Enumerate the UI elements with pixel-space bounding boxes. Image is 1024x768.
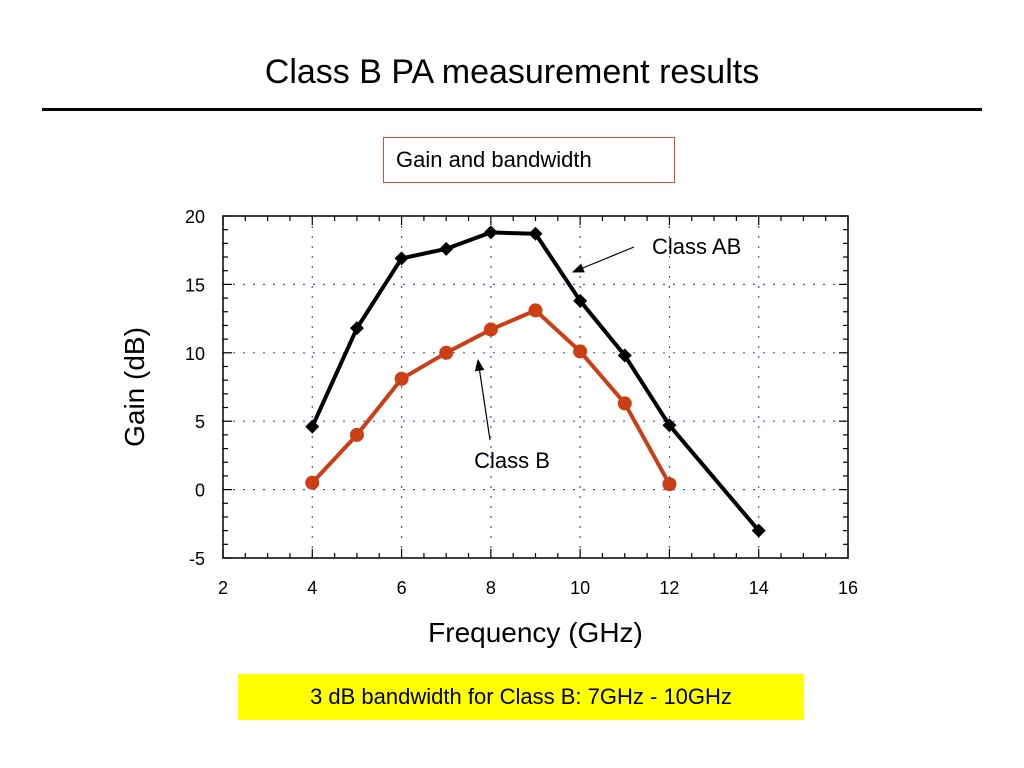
data-point — [394, 371, 409, 386]
x-tick-label: 10 — [570, 578, 590, 598]
annotation-arrow — [474, 358, 491, 441]
data-point — [439, 241, 454, 256]
chart-caption-box: Gain and bandwidth — [383, 137, 675, 183]
x-tick-label: 4 — [307, 578, 317, 598]
data-point — [528, 226, 543, 241]
data-point — [573, 344, 588, 359]
annotations: Class AB Class B — [474, 234, 741, 473]
data-point — [617, 348, 632, 363]
annotation-label: Class B — [474, 448, 550, 473]
x-tick-label: 14 — [749, 578, 769, 598]
x-tick-label: 8 — [486, 578, 496, 598]
bandwidth-note: 3 dB bandwidth for Class B: 7GHz - 10GHz — [238, 674, 804, 720]
data-point — [394, 251, 409, 266]
y-tick-label: 10 — [185, 344, 205, 364]
x-tick-label: 6 — [397, 578, 407, 598]
x-axis-label: Frequency (GHz) — [428, 617, 643, 648]
data-point — [483, 322, 498, 337]
data-point — [662, 477, 677, 492]
y-tick-label: 0 — [195, 481, 205, 501]
x-tick-label: 16 — [838, 578, 858, 598]
data-point — [751, 523, 766, 538]
annotation-arrow — [571, 246, 635, 273]
data-point — [305, 419, 320, 434]
grid-lines — [223, 216, 848, 558]
data-point — [617, 396, 632, 411]
slide-title: Class B PA measurement results — [264, 53, 760, 91]
y-tick-label: 20 — [185, 207, 205, 227]
data-point — [662, 418, 677, 433]
y-tick-label: 15 — [185, 275, 205, 295]
title-divider — [42, 108, 982, 111]
tick-labels: 2 4 6 8 10 12 14 16 -5 0 5 10 15 20 — [185, 207, 858, 598]
data-point — [349, 427, 364, 442]
x-tick-label: 2 — [218, 578, 228, 598]
data-point — [439, 345, 454, 360]
data-point — [573, 293, 588, 308]
data-point — [528, 303, 543, 318]
axis-ticks — [222, 215, 849, 559]
x-tick-label: 12 — [659, 578, 679, 598]
data-point — [349, 321, 364, 336]
series-lines — [305, 225, 766, 538]
data-point — [305, 475, 320, 490]
y-axis-label: Gain (dB) — [119, 327, 150, 447]
plot-frame — [222, 215, 849, 559]
y-tick-label: -5 — [189, 549, 205, 569]
series-line — [310, 230, 761, 532]
annotation-label: Class AB — [652, 234, 741, 259]
y-tick-label: 5 — [195, 412, 205, 432]
data-point — [483, 225, 498, 240]
